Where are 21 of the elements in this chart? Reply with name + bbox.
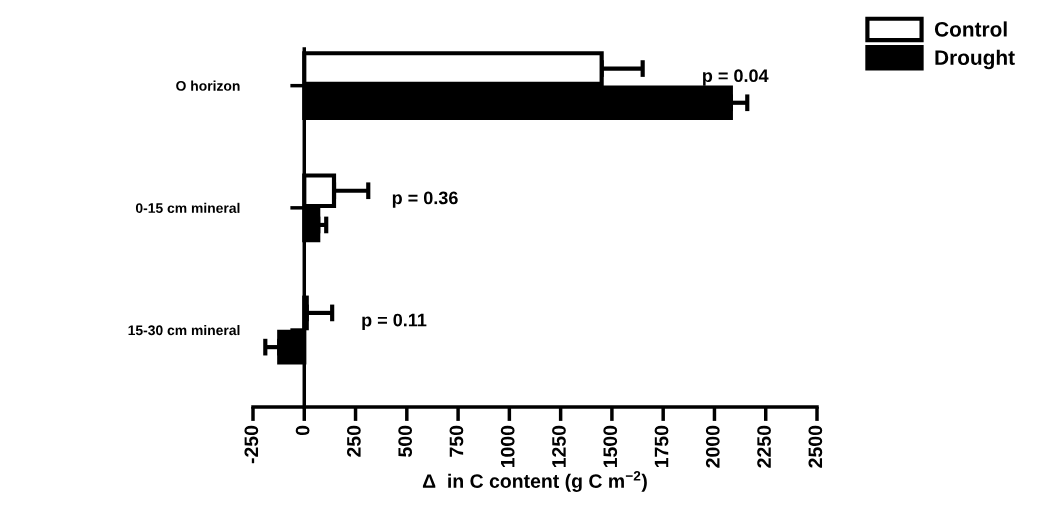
y-tick-label: O horizon bbox=[176, 80, 240, 91]
y-tick-label: 0-15 cm mineral bbox=[135, 202, 240, 214]
x-tick-label: 1500 bbox=[603, 425, 618, 468]
x-tick-label: 750 bbox=[449, 425, 464, 457]
annotation: p = 0.04 bbox=[703, 69, 769, 86]
x-tick-label: 0 bbox=[295, 425, 310, 436]
x-tick-label: 1750 bbox=[654, 425, 669, 468]
x-tick-label: 2500 bbox=[808, 425, 823, 468]
x-tick-label: -250 bbox=[244, 425, 259, 464]
annotation: p = 0.11 bbox=[362, 313, 427, 331]
x-tick-label: 250 bbox=[347, 425, 361, 457]
x-tick-label: 500 bbox=[398, 425, 413, 457]
legend-label: Drought bbox=[935, 49, 1015, 70]
x-axis-title: Δ in C content (g C m$^{−2}$) bbox=[422, 471, 647, 492]
annotation: p = 0.36 bbox=[392, 191, 458, 208]
x-tick-label: 2250 bbox=[757, 425, 771, 468]
x-tick-label: 1250 bbox=[552, 425, 566, 468]
legend-label: Control bbox=[934, 21, 1007, 37]
x-tick-label: 2000 bbox=[705, 425, 720, 468]
y-tick-label: 15-30 cm mineral bbox=[128, 324, 240, 336]
x-tick-label: 1000 bbox=[500, 425, 515, 468]
